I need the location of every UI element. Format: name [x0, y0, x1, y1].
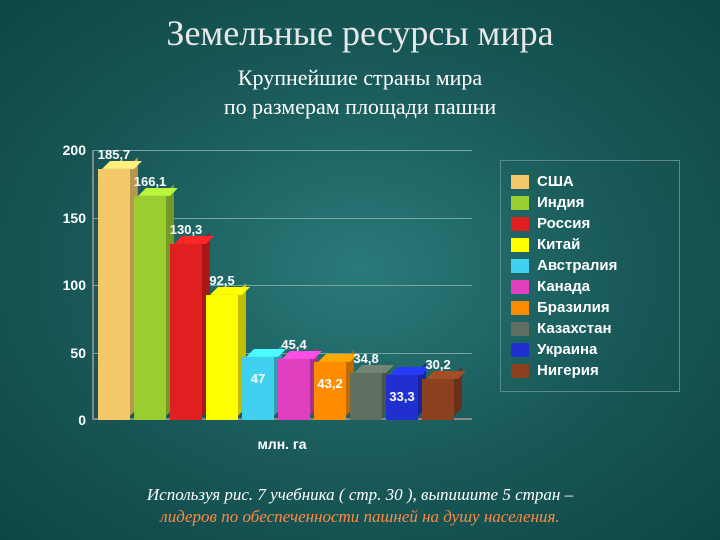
legend-label: Бразилия [537, 299, 610, 316]
legend-label: Индия [537, 194, 584, 211]
bar: 47 [242, 357, 274, 420]
legend-swatch [511, 217, 529, 231]
bar: 185,7 [98, 169, 130, 420]
bar-value-label: 130,3 [170, 222, 203, 237]
bar-value-label: 166,1 [134, 174, 167, 189]
y-tick: 0 [78, 412, 86, 428]
y-tick: 100 [63, 277, 86, 293]
legend-item: Украина [511, 341, 669, 358]
bar-value-label: 34,8 [353, 351, 378, 366]
legend-swatch [511, 322, 529, 336]
bar: 33,3 [386, 375, 418, 420]
legend-label: Россия [537, 215, 590, 232]
page-title: Земельные ресурсы мира [0, 0, 720, 54]
legend-label: Австралия [537, 257, 617, 274]
y-tick: 200 [63, 142, 86, 158]
legend-label: Нигерия [537, 362, 599, 379]
legend-label: США [537, 173, 574, 190]
bar-value-label: 185,7 [98, 147, 131, 162]
legend-label: Казахстан [537, 320, 612, 337]
bar-value-label: 45,4 [281, 337, 306, 352]
y-tick: 150 [63, 210, 86, 226]
legend-label: Китай [537, 236, 580, 253]
bar: 34,8 [350, 373, 382, 420]
subtitle-line-1: Крупнейшие страны мира [238, 65, 482, 90]
legend: США Индия Россия Китай Австралия Канада Бразил… [500, 160, 680, 392]
legend-swatch [511, 238, 529, 252]
legend-item: Россия [511, 215, 669, 232]
bar-value-label: 43,2 [317, 376, 342, 391]
bar: 166,1 [134, 196, 166, 420]
legend-swatch [511, 364, 529, 378]
bar: 130,3 [170, 244, 202, 420]
legend-label: Канада [537, 278, 590, 295]
bar-value-label: 30,2 [425, 357, 450, 372]
legend-swatch [511, 343, 529, 357]
x-axis-title: млн. га [92, 436, 472, 452]
legend-item: Индия [511, 194, 669, 211]
bar-chart: 050100150200 185,7166,1130,392,54745,443… [50, 150, 480, 450]
y-tick: 50 [70, 345, 86, 361]
bar: 45,4 [278, 359, 310, 420]
bar-value-label: 47 [251, 371, 265, 386]
subtitle-line-2: по размерам площади пашни [224, 94, 496, 119]
footer-note: Используя рис. 7 учебника ( стр. 30 ), в… [0, 484, 720, 528]
footer-line-1: Используя рис. 7 учебника ( стр. 30 ), в… [147, 485, 573, 504]
legend-item: Казахстан [511, 320, 669, 337]
legend-item: Австралия [511, 257, 669, 274]
legend-label: Украина [537, 341, 597, 358]
legend-swatch [511, 175, 529, 189]
bar: 92,5 [206, 295, 238, 420]
legend-swatch [511, 259, 529, 273]
footer-line-2: лидеров по обеспеченности пашней на душу… [160, 507, 559, 526]
bar-value-label: 92,5 [209, 273, 234, 288]
legend-swatch [511, 280, 529, 294]
legend-item: Нигерия [511, 362, 669, 379]
legend-item: Китай [511, 236, 669, 253]
y-axis: 050100150200 [50, 150, 90, 420]
bars-container: 185,7166,1130,392,54745,443,234,833,330,… [92, 150, 472, 420]
subtitle: Крупнейшие страны мира по размерам площа… [0, 64, 720, 121]
bar: 43,2 [314, 362, 346, 420]
legend-item: Бразилия [511, 299, 669, 316]
legend-item: США [511, 173, 669, 190]
bar-value-label: 33,3 [389, 389, 414, 404]
legend-swatch [511, 196, 529, 210]
legend-item: Канада [511, 278, 669, 295]
legend-swatch [511, 301, 529, 315]
bar: 30,2 [422, 379, 454, 420]
